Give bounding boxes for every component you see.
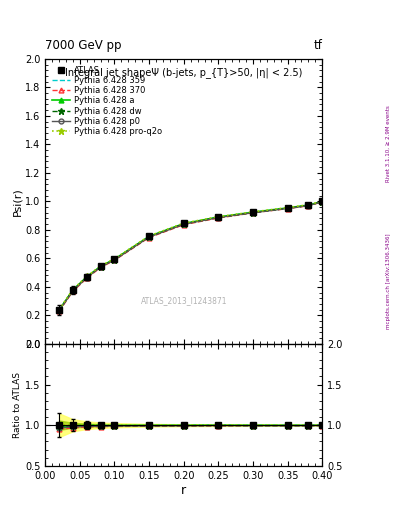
Text: 7000 GeV pp: 7000 GeV pp — [45, 39, 122, 52]
X-axis label: r: r — [181, 483, 186, 497]
Text: Integral jet shapeΨ (b-jets, p_{T}>50, |η| < 2.5): Integral jet shapeΨ (b-jets, p_{T}>50, |… — [65, 68, 303, 78]
Text: mcplots.cern.ch [arXiv:1306.3436]: mcplots.cern.ch [arXiv:1306.3436] — [386, 234, 391, 329]
Y-axis label: Psi(r): Psi(r) — [12, 187, 22, 216]
Y-axis label: Ratio to ATLAS: Ratio to ATLAS — [13, 372, 22, 438]
Text: ATLAS_2013_I1243871: ATLAS_2013_I1243871 — [140, 296, 227, 306]
Text: tf: tf — [313, 39, 322, 52]
Text: Rivet 3.1.10, ≥ 2.9M events: Rivet 3.1.10, ≥ 2.9M events — [386, 105, 391, 182]
Legend: ATLAS, Pythia 6.428 359, Pythia 6.428 370, Pythia 6.428 a, Pythia 6.428 dw, Pyth: ATLAS, Pythia 6.428 359, Pythia 6.428 37… — [50, 63, 164, 139]
